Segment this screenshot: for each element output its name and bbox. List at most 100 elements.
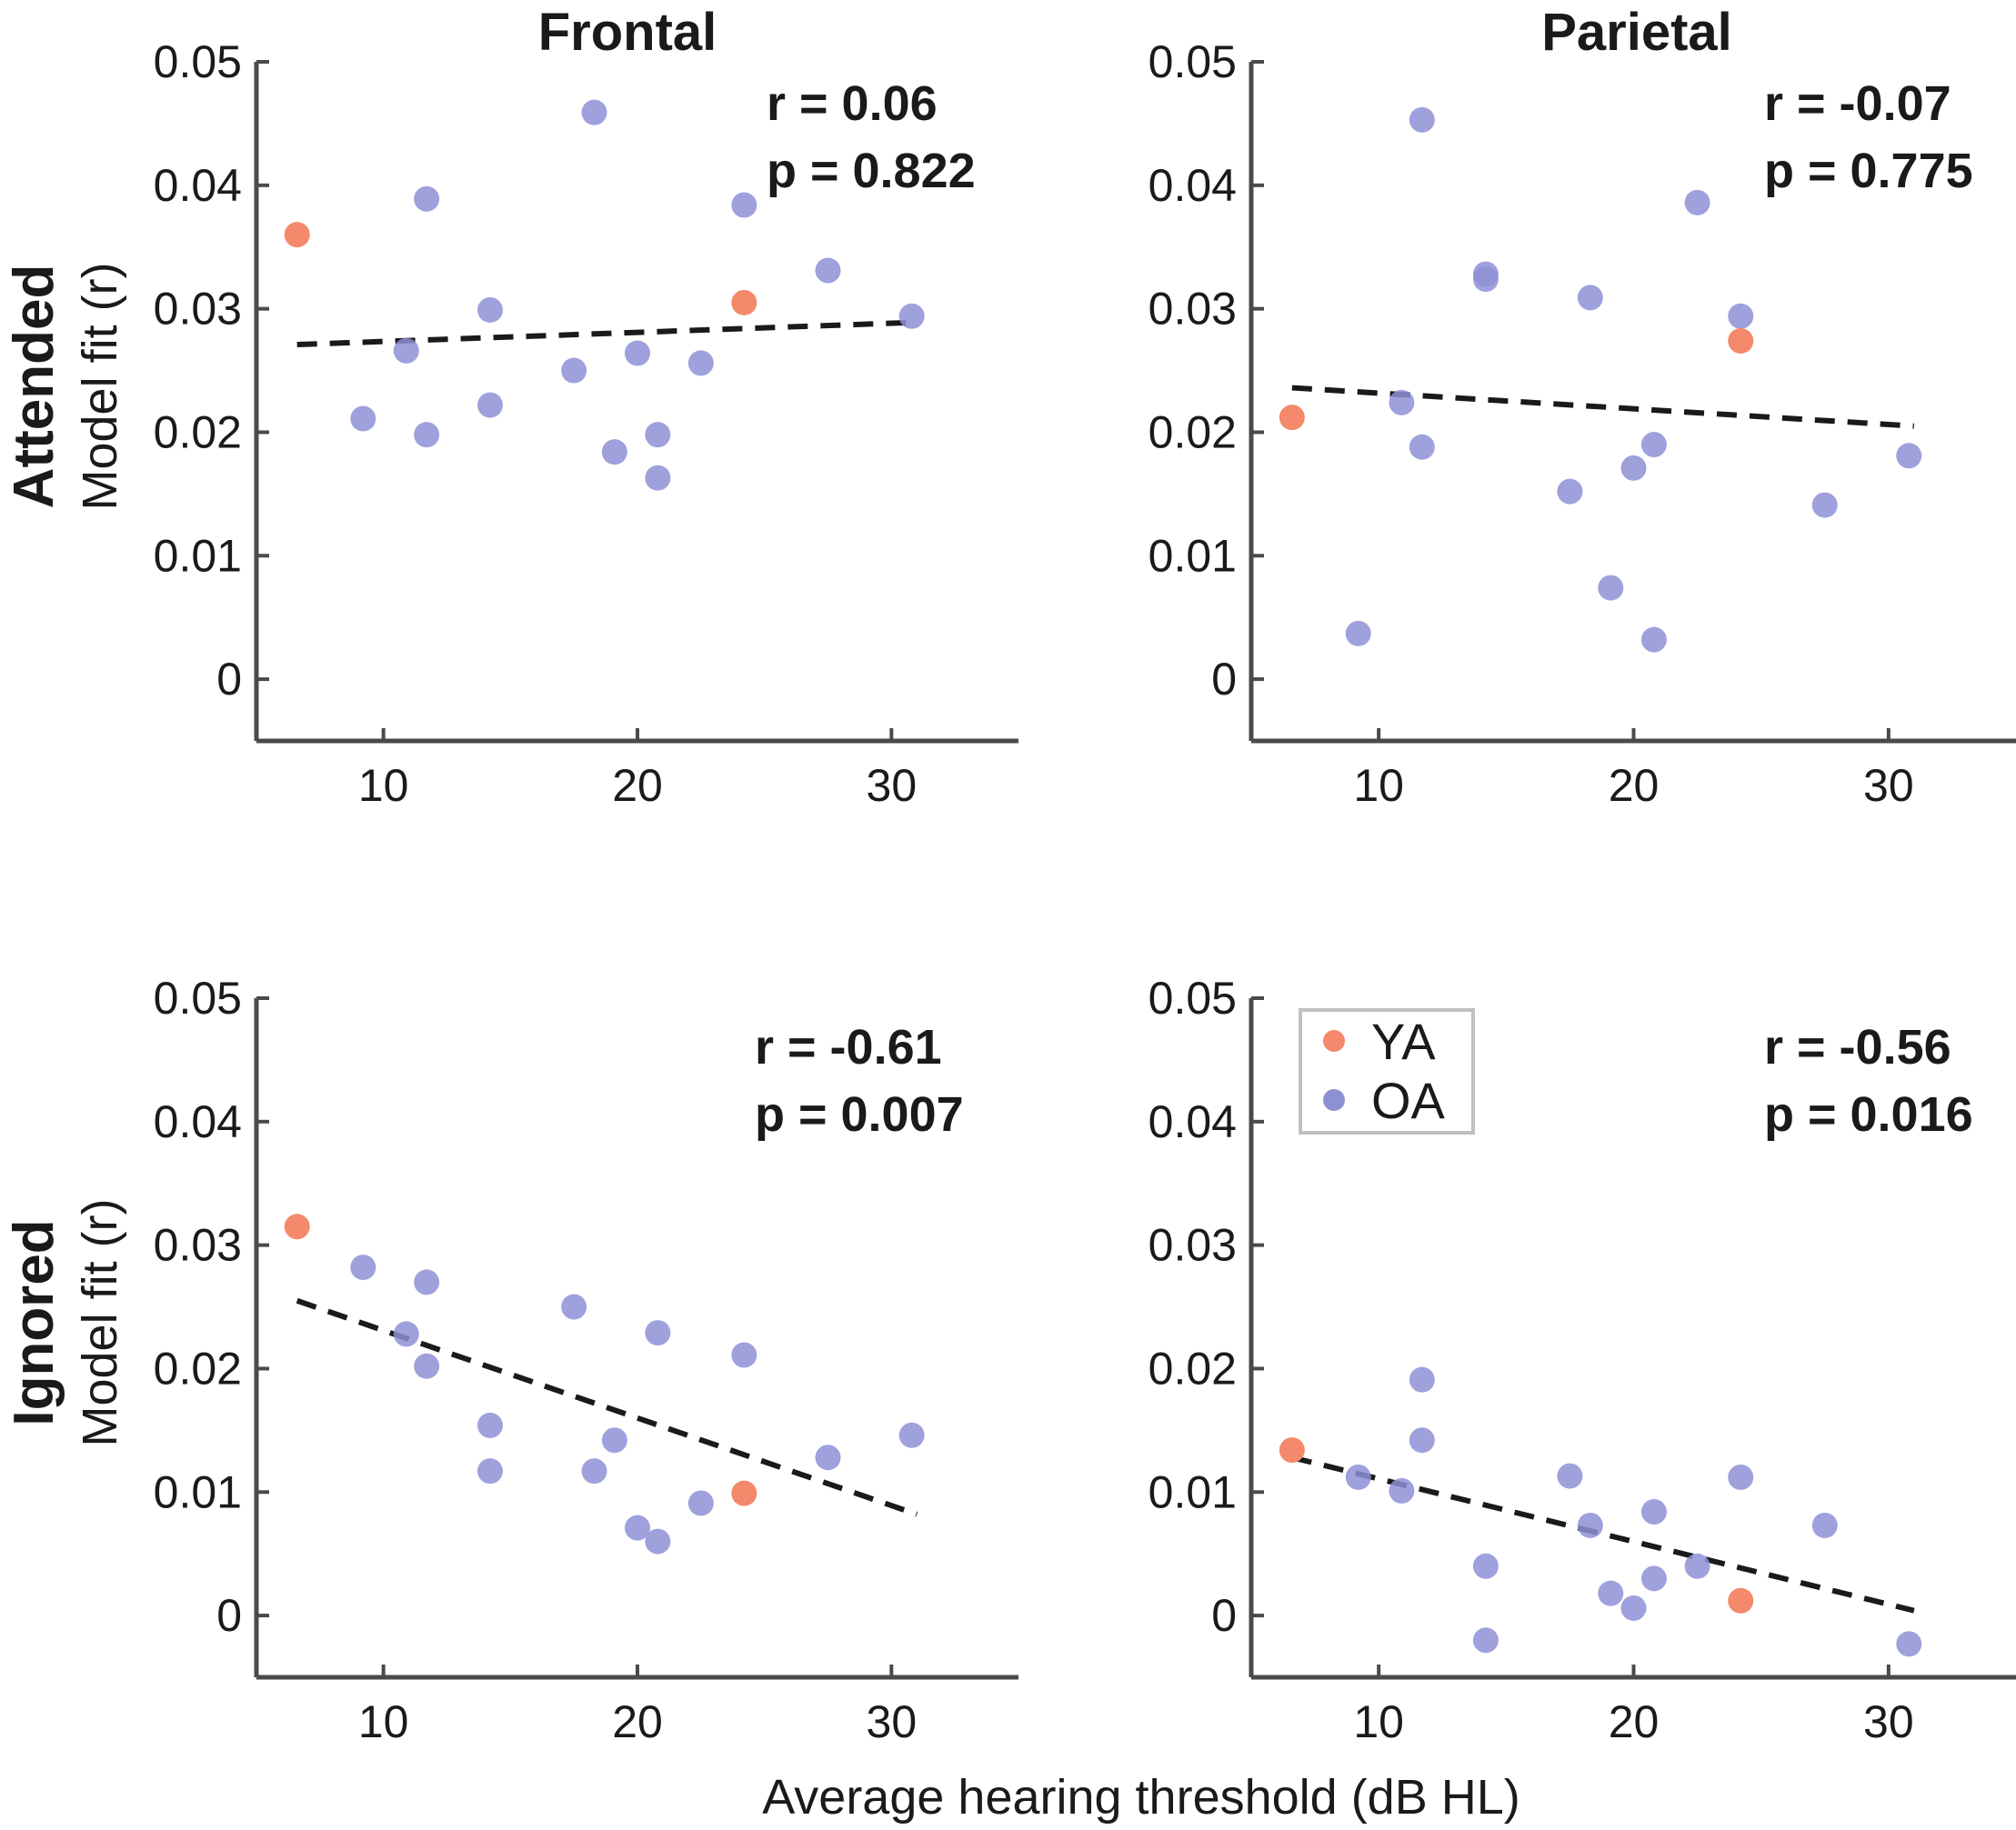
data-point-oa	[1345, 1464, 1371, 1490]
data-point-oa	[476, 1412, 503, 1438]
y-tick-label: 0.04	[1148, 160, 1237, 211]
stat-r: r = 0.06	[767, 76, 938, 131]
data-point-oa	[1896, 1631, 1922, 1657]
stat-p: p = 0.775	[1764, 144, 1973, 198]
y-tick-label: 0.03	[1148, 284, 1237, 335]
data-point-oa	[1640, 1499, 1667, 1525]
x-axis-label: Average hearing threshold (dB HL)	[762, 1770, 1520, 1825]
data-point-oa	[1684, 189, 1710, 215]
legend-label-ya: YA	[1371, 1013, 1436, 1070]
data-point-oa	[414, 422, 440, 448]
data-point-oa	[601, 1427, 627, 1454]
y-tick-label: 0.02	[154, 1343, 242, 1394]
data-point-oa	[1409, 1366, 1435, 1393]
data-point-oa	[1409, 1427, 1435, 1454]
data-point-oa	[601, 439, 627, 465]
x-tick-label: 30	[867, 1696, 918, 1747]
data-point-oa	[1472, 1553, 1499, 1579]
row-label-attended: Attended	[3, 265, 65, 509]
panel-ignored-parietal: r = -0.56 p = 0.016 YA OA 0 0.01 0.02 0.03 0…	[1148, 973, 2016, 1747]
data-point-ya	[284, 222, 310, 248]
data-point-oa	[1640, 1565, 1667, 1592]
legend-box	[1299, 1008, 1475, 1135]
y-tick-label: 0.03	[154, 1220, 242, 1271]
data-point-ya	[1279, 405, 1305, 431]
panel-ignored-frontal: r = -0.61 p = 0.007 0 0.01 0.02 0.03 0.04 0.0…	[154, 973, 1018, 1747]
data-point-oa	[1577, 1512, 1603, 1538]
x-tick-label: 30	[1863, 760, 1914, 811]
data-point-oa	[625, 340, 650, 366]
stat-p: p = 0.822	[767, 144, 976, 198]
x-tick-label: 30	[867, 760, 918, 811]
panel-title-parietal: Parietal	[1541, 3, 1732, 62]
data-point-oa	[1389, 389, 1415, 415]
data-point-oa	[350, 405, 376, 432]
y-tick-label: 0.05	[154, 973, 242, 1024]
data-point-oa	[815, 257, 841, 284]
panel-title-frontal: Frontal	[538, 3, 717, 62]
data-point-oa	[687, 1490, 714, 1516]
y-tick-label: 0.02	[1148, 1343, 1237, 1394]
data-point-oa	[1620, 1595, 1647, 1621]
data-point-oa	[1577, 285, 1603, 311]
legend: YA OA	[1299, 1008, 1475, 1135]
data-point-oa	[731, 1342, 757, 1368]
y-tick-label: 0.01	[1148, 530, 1237, 581]
y-tick-label: 0.02	[154, 406, 242, 457]
y-tick-label: 0	[1211, 654, 1237, 705]
data-point-oa	[1640, 626, 1667, 653]
ylabel-attended: Model fit (r)	[73, 262, 127, 510]
y-tick-label: 0	[216, 1590, 242, 1641]
data-point-ya	[284, 1214, 310, 1240]
data-point-oa	[645, 422, 671, 448]
data-point-oa	[581, 1458, 607, 1485]
data-point-oa	[581, 99, 607, 125]
data-point-oa	[1598, 1580, 1624, 1606]
data-point-oa	[414, 1353, 440, 1379]
data-point-oa	[1684, 1553, 1710, 1579]
ylabel-ignored: Model fit (r)	[73, 1198, 127, 1446]
y-tick-label: 0.01	[1148, 1466, 1237, 1517]
data-point-oa	[1811, 492, 1838, 518]
fit-line	[1291, 385, 1915, 429]
data-point-oa	[476, 1458, 503, 1485]
y-tick-label: 0.04	[154, 160, 242, 211]
data-point-oa	[414, 1269, 440, 1295]
data-point-oa	[1409, 434, 1435, 460]
data-point-oa	[1472, 266, 1499, 293]
data-point-oa	[1472, 1627, 1499, 1654]
data-point-ya	[731, 1480, 757, 1506]
x-tick-label: 20	[1609, 1696, 1660, 1747]
data-point-oa	[350, 1255, 376, 1281]
data-point-oa	[1728, 303, 1754, 329]
y-tick-label: 0.03	[154, 284, 242, 335]
data-point-oa	[1409, 106, 1435, 133]
panel-attended-frontal: Frontal r = 0.06 p = 0.822 0 0.01 0.02 0.03…	[154, 3, 1018, 811]
stat-p: p = 0.016	[1764, 1087, 1973, 1142]
data-point-oa	[414, 185, 440, 212]
data-point-oa	[561, 357, 587, 384]
legend-label-oa: OA	[1371, 1072, 1446, 1129]
stat-r: r = -0.61	[755, 1020, 942, 1075]
data-point-oa	[645, 465, 671, 491]
data-point-oa	[645, 1320, 671, 1346]
data-point-oa	[1728, 1464, 1754, 1490]
data-point-oa	[476, 296, 503, 323]
data-point-oa	[1598, 575, 1624, 601]
y-tick-label: 0.04	[154, 1096, 242, 1147]
data-point-oa	[393, 337, 419, 364]
y-tick-label: 0.05	[1148, 973, 1237, 1024]
x-tick-label: 10	[1353, 760, 1404, 811]
stat-p: p = 0.007	[755, 1087, 964, 1142]
x-tick-label: 20	[612, 1696, 663, 1747]
y-tick-label: 0.02	[1148, 406, 1237, 457]
data-point-oa	[898, 1422, 925, 1448]
legend-marker-ya	[1323, 1030, 1345, 1052]
y-tick-label: 0.05	[1148, 36, 1237, 87]
y-tick-label: 0	[1211, 1590, 1237, 1641]
fit-line	[296, 1297, 918, 1517]
data-point-oa	[476, 392, 503, 418]
y-tick-label: 0.03	[1148, 1220, 1237, 1271]
data-point-oa	[393, 1321, 419, 1347]
